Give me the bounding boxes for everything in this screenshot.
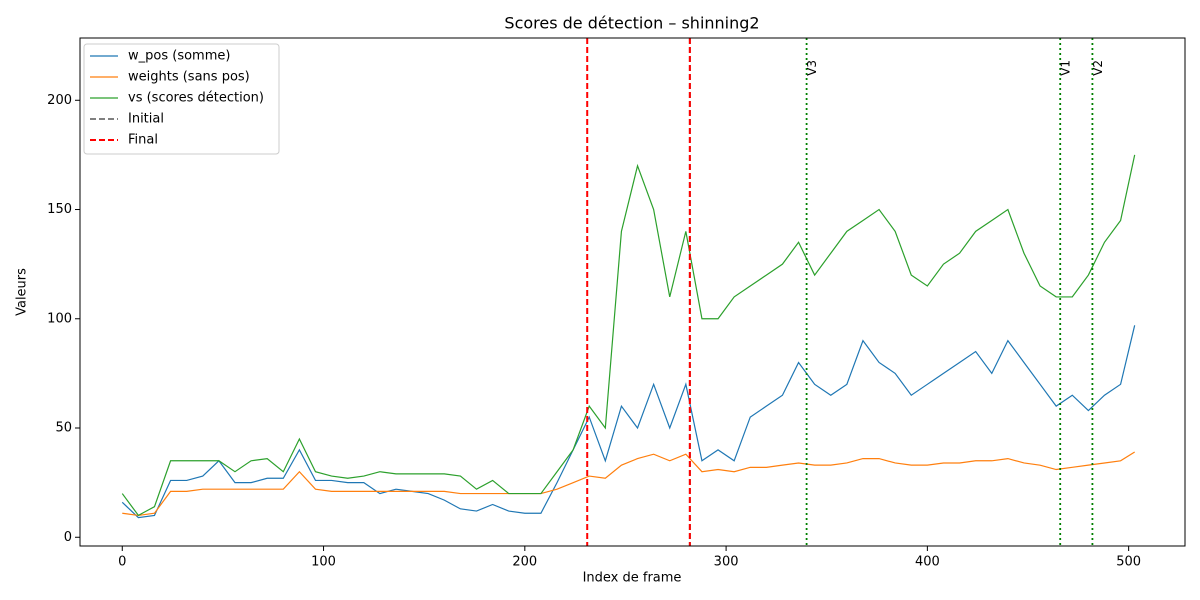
x-axis-label: Index de frame xyxy=(583,571,682,586)
marker-label: V2 xyxy=(1091,60,1105,76)
y-tick-label: 100 xyxy=(47,311,72,326)
legend-label: Final xyxy=(128,133,158,148)
legend-label: vs (scores détection) xyxy=(128,91,264,106)
y-tick-label: 150 xyxy=(47,202,72,217)
x-tick-label: 400 xyxy=(915,555,940,570)
series-line xyxy=(121,325,1136,519)
series-line xyxy=(121,154,1136,517)
series-line xyxy=(122,451,1135,517)
y-axis-label: Valeurs xyxy=(15,268,30,316)
y-tick-label: 0 xyxy=(64,530,72,545)
marker-label: V1 xyxy=(1059,60,1073,76)
plot-frame xyxy=(79,37,1186,547)
y-tick-label: 50 xyxy=(55,421,72,436)
x-tick-label: 100 xyxy=(311,555,336,570)
legend-label: Initial xyxy=(128,112,164,127)
y-tick-label: 200 xyxy=(47,93,72,108)
x-tick-label: 200 xyxy=(512,555,537,570)
chart-title: Scores de détection – shinning2 xyxy=(504,14,759,33)
legend-label: weights (sans pos) xyxy=(128,70,250,85)
x-tick-label: 300 xyxy=(714,555,739,570)
x-tick-label: 0 xyxy=(118,555,126,570)
x-tick-label: 500 xyxy=(1116,555,1141,570)
marker-label: V3 xyxy=(805,60,819,76)
legend-label: w_pos (somme) xyxy=(128,49,230,64)
legend-box xyxy=(83,43,280,155)
